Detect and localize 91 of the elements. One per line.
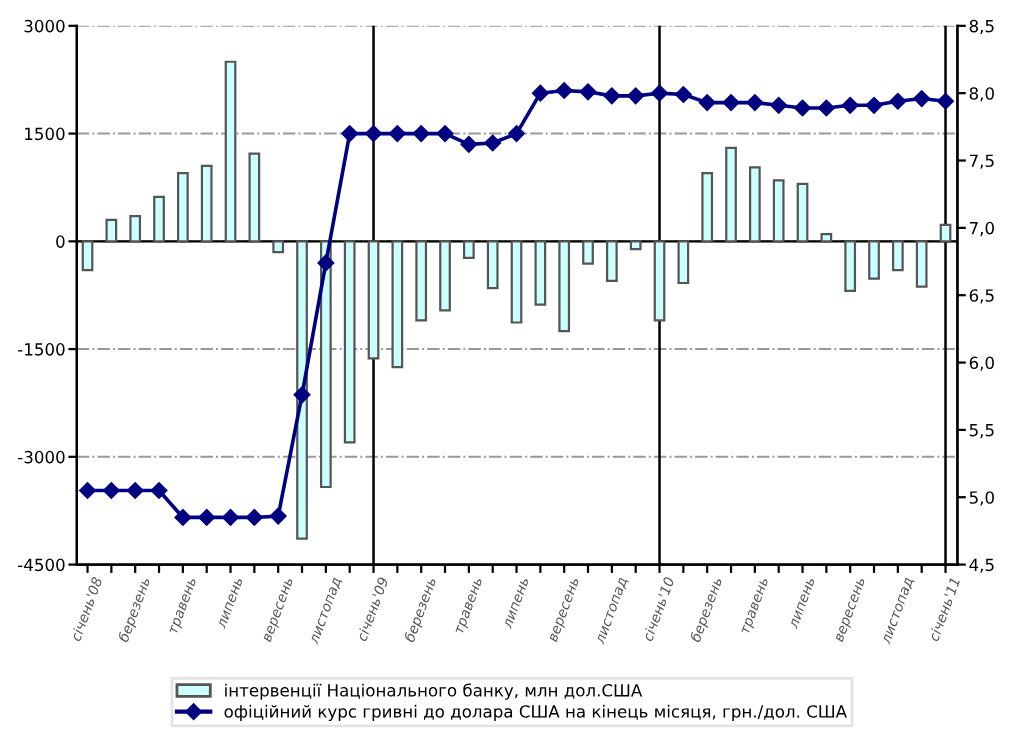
point [579,83,597,101]
point [436,125,454,142]
bar [677,240,690,285]
point [770,97,787,114]
point [365,125,382,142]
y-tick-label: 0 [56,235,65,248]
bar [820,233,833,243]
bar [891,240,904,272]
bar [462,240,475,259]
y2-tick-label: 4,5 [969,558,994,573]
bar [534,240,547,306]
bar [939,223,952,243]
point [389,125,406,142]
bar [248,152,261,243]
point [698,94,716,111]
point [532,84,549,102]
bar [725,146,737,243]
bar [653,240,666,322]
y2-tick-label: 7,0 [969,221,994,237]
y2-tick-label: 6,0 [969,356,994,371]
point [841,97,859,114]
point [198,509,215,526]
point [412,125,430,142]
legend-label: офіційний курс гривні до долара США на кінець місяця, грн./дол. США [224,704,847,721]
point [341,125,358,142]
point [865,97,883,114]
y-tick-label: -3000 [18,450,65,464]
bar [868,240,880,280]
point [269,507,287,525]
y2-tick-label: 5,5 [969,424,994,439]
point [508,125,525,142]
y2-tick-label: 7,5 [969,154,994,169]
y2-tick-label: 5,0 [969,491,994,506]
point [484,134,501,152]
bar [200,164,213,243]
bar [176,171,189,243]
bar [153,195,165,243]
point [555,82,573,99]
y-tick-label: -1500 [18,343,65,356]
point [603,87,621,105]
point [126,482,144,499]
point [794,99,811,117]
bar [105,218,118,243]
bar [224,60,237,243]
point [675,86,692,103]
point [627,87,644,105]
bar [772,179,785,243]
y-tick-label: 1500 [25,127,65,141]
bar [605,240,618,282]
bar [701,171,714,243]
bar [272,240,285,254]
bar [510,240,523,324]
bar [367,240,380,360]
point [222,509,239,526]
y2-tick-label: 8,5 [969,19,994,35]
bar [439,240,451,312]
bar [629,240,642,251]
bar [796,182,809,243]
bar [343,240,356,444]
point [818,99,835,117]
bar [81,240,94,272]
bar [391,240,404,369]
point [246,509,263,526]
legend-label: інтервенції Національного банку, млн дол.США [225,683,643,700]
bar [319,240,332,489]
y-tick-label: 3000 [24,19,65,33]
point [937,92,954,110]
point [746,94,764,111]
point [460,136,478,153]
point [293,386,311,404]
point [150,482,168,499]
y2-tick-label: 6,5 [969,289,994,304]
bar [129,215,142,243]
bar [415,240,428,322]
point [317,254,335,272]
bar [915,240,928,288]
bar [748,166,761,243]
point [651,84,668,102]
point [174,509,192,526]
bar [486,240,499,290]
bar [296,240,308,540]
bar [558,240,571,333]
y2-tick-label: 8,0 [969,87,994,102]
point [722,94,740,111]
bar [844,240,857,292]
point [889,92,907,110]
y-tick-label: -4500 [18,558,65,572]
point [913,90,930,107]
point [103,482,120,499]
point [79,482,96,499]
bar [582,240,594,265]
